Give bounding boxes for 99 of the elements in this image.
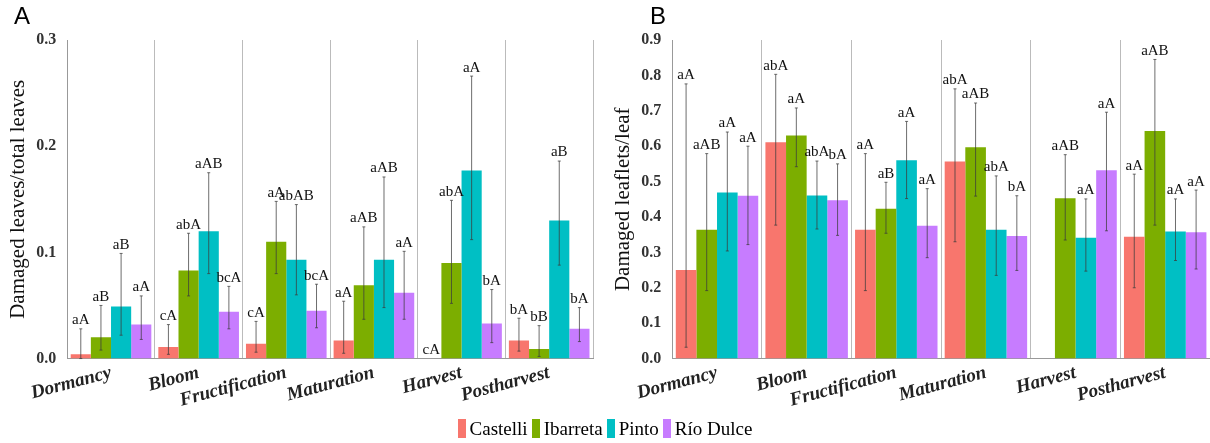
bar (985, 229, 1007, 359)
annotation: cA (422, 341, 441, 357)
annotation: aA (897, 103, 916, 120)
bar (266, 241, 287, 359)
bar (353, 285, 374, 359)
bar (717, 192, 738, 359)
bar (131, 324, 152, 359)
annotation: aA (918, 171, 937, 188)
annotation: aA (1097, 94, 1116, 111)
y-tick-label: 0.6 (641, 136, 662, 154)
bar (373, 259, 395, 359)
bar (1144, 130, 1166, 359)
annotation: aA (856, 136, 875, 153)
y-axis-title: Damaged leaflets/leaf (610, 107, 635, 292)
annotation: aAB (194, 155, 223, 172)
bar (944, 161, 966, 359)
annotation: aA (334, 283, 353, 300)
y-tick-label: 0.3 (36, 30, 57, 48)
x-tick-label: Harvest (1012, 360, 1079, 398)
bar (1096, 170, 1117, 359)
chart-title: B (650, 2, 667, 30)
bar (916, 225, 938, 359)
y-axis-title: Damaged leaves/total leaves (5, 79, 30, 319)
bar (875, 208, 897, 359)
chart-title: A (14, 2, 31, 30)
y-tick-label: 0.2 (641, 277, 662, 295)
legend-label: Ibarreta (542, 418, 603, 440)
bar (896, 160, 917, 359)
bar (806, 195, 828, 359)
annotation: bA (570, 290, 589, 307)
annotation: aA (1125, 156, 1144, 173)
annotation: aA (739, 128, 757, 145)
annotation: aB (112, 235, 130, 252)
legend-label: Castelli (468, 418, 528, 440)
legend-label: Río Dulce (673, 418, 753, 440)
annotation: abA (942, 71, 968, 88)
y-tick-label: 0.0 (641, 348, 662, 366)
annotation: aB (877, 164, 895, 181)
y-tick-label: 0.3 (641, 242, 662, 260)
bar (90, 337, 112, 359)
bar (1054, 198, 1076, 359)
bar (1006, 236, 1028, 359)
annotation: aA (462, 58, 481, 75)
annotation: bA (828, 146, 847, 163)
annotation: aA (677, 66, 695, 83)
annotation: aAB (692, 136, 721, 153)
annotation: cA (247, 303, 265, 320)
bar (1123, 236, 1145, 359)
bar (441, 262, 462, 359)
annotation: aB (92, 287, 110, 304)
bar (549, 220, 570, 359)
annotation: aAB (961, 85, 990, 102)
bar (1165, 231, 1186, 359)
bar (306, 310, 327, 359)
bar (827, 200, 848, 359)
bar (218, 311, 239, 359)
annotation: abA (763, 56, 789, 73)
annotation: bA (482, 271, 502, 288)
y-tick-label: 0.9 (641, 30, 662, 48)
bar (1185, 232, 1207, 359)
annotation: bB (530, 308, 548, 325)
bar (394, 292, 415, 359)
annotation: aA (1077, 181, 1095, 198)
y-tick-label: 0.4 (641, 207, 662, 225)
annotation: cA (159, 307, 178, 324)
bar (111, 306, 132, 359)
bar (765, 142, 787, 359)
bar (1075, 237, 1097, 359)
bar (569, 328, 590, 359)
annotation: aAB (1141, 41, 1169, 58)
annotation: aAB (1051, 137, 1079, 154)
y-tick-label: 0.0 (36, 348, 57, 366)
annotation: aA (132, 278, 151, 295)
annotation: aB (550, 143, 568, 160)
legend-label: Pinto (617, 418, 659, 440)
annotation: aA (1187, 172, 1206, 189)
y-tick-label: 0.1 (36, 242, 57, 260)
annotation: abA (176, 215, 202, 232)
bar (786, 135, 807, 359)
bar (696, 229, 718, 359)
annotation: aA (718, 114, 737, 131)
bar (855, 229, 876, 359)
annotation: bA (509, 300, 529, 317)
annotation: bA (1007, 178, 1027, 195)
annotation: aAB (350, 209, 378, 226)
y-tick-label: 0.1 (641, 313, 662, 331)
annotation: aA (395, 233, 414, 250)
bar (737, 195, 759, 359)
bar (481, 323, 502, 359)
annotation: aA (787, 90, 806, 107)
annotation: aAB (370, 159, 398, 176)
annotation: aA (72, 311, 90, 328)
bar (965, 147, 986, 359)
y-tick-label: 0.5 (641, 171, 662, 189)
bar (178, 270, 199, 359)
y-tick-label: 0.7 (641, 100, 662, 118)
y-tick-label: 0.8 (641, 65, 662, 83)
annotation: aA (1166, 181, 1185, 198)
y-tick-label: 0.2 (36, 136, 57, 154)
